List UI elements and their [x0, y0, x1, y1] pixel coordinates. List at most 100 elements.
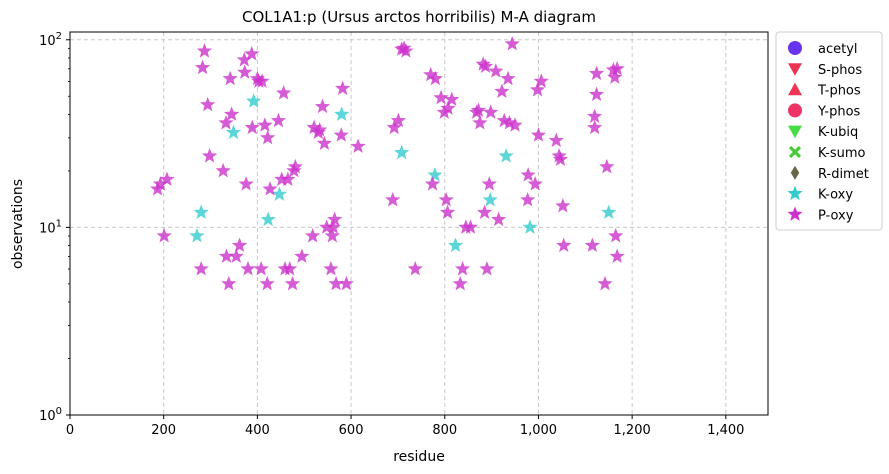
p-oxy-point — [470, 102, 487, 117]
y-tick-label: 102 — [39, 31, 62, 49]
p-oxy-point — [294, 248, 310, 263]
p-oxy-point — [597, 275, 613, 291]
k-oxy-point — [189, 227, 205, 243]
legend-label-s-phos: S-phos — [818, 63, 862, 78]
p-oxy-point — [316, 135, 332, 150]
plot-frame — [69, 31, 769, 416]
p-oxy-point — [494, 83, 510, 98]
p-oxy-point — [481, 176, 497, 191]
p-oxy-point — [335, 80, 351, 95]
p-oxy-point — [477, 58, 494, 73]
p-oxy-point — [488, 63, 504, 78]
p-oxy-point — [218, 115, 234, 130]
p-oxy-point — [159, 171, 175, 186]
p-oxy-point — [228, 248, 244, 263]
p-oxy-point — [607, 69, 623, 84]
x-axis-ticks: 0 200 400 600 800 1,000 1,200 1,400 — [66, 415, 744, 438]
p-oxy-point — [423, 66, 439, 82]
p-oxy-point — [287, 158, 303, 174]
plot-area — [70, 32, 768, 415]
p-oxy-point — [504, 35, 520, 51]
legend-marker-acetyl — [788, 41, 802, 55]
legend: acetyl S-phos T-phos Y-phos K-ubiq K-sumo R-di… — [775, 31, 883, 231]
p-oxy-point — [584, 237, 600, 253]
p-oxy-point — [200, 96, 216, 112]
k-oxy-point — [334, 106, 350, 121]
p-oxy-point — [398, 43, 414, 58]
p-oxy-point — [454, 261, 471, 276]
p-oxy-point — [152, 176, 169, 191]
p-oxy-point — [328, 275, 344, 291]
legend-marker-y-phos — [788, 103, 802, 118]
p-oxy-point — [312, 122, 328, 137]
p-oxy-point — [609, 248, 625, 263]
p-oxy-point — [527, 176, 543, 191]
p-oxy-point — [483, 104, 499, 119]
k-oxy-point — [447, 237, 464, 253]
x-tick-label: 1,200 — [614, 423, 651, 438]
legend-marker-r-dimet — [790, 165, 800, 180]
legend-marker-k-sumo — [789, 146, 801, 158]
p-oxy-point — [201, 148, 218, 163]
x-tick-label: 800 — [432, 423, 457, 438]
p-oxy-point — [231, 237, 248, 253]
p-oxy-point — [215, 162, 231, 178]
p-oxy-point — [507, 117, 523, 132]
y-tick-label: 100 — [39, 406, 62, 424]
p-oxy-point — [305, 227, 321, 243]
x-tick-label: 200 — [151, 423, 176, 438]
p-oxy-point — [280, 171, 296, 186]
legend-label-acetyl: acetyl — [818, 42, 858, 57]
p-oxy-point — [194, 59, 211, 75]
p-oxy-point — [520, 167, 536, 182]
p-oxy-point — [240, 261, 256, 276]
legend-label-p-oxy: P-oxy — [818, 208, 854, 223]
p-oxy-point — [407, 261, 423, 276]
p-oxy-point — [218, 248, 235, 263]
p-oxy-point — [552, 151, 569, 166]
k-oxy-point — [482, 191, 498, 207]
p-oxy-point — [476, 204, 493, 219]
y-tick-label: 101 — [39, 218, 62, 236]
k-oxy-point — [271, 186, 288, 201]
p-oxy-point — [390, 112, 406, 128]
p-oxy-point — [262, 181, 278, 196]
p-oxy-point — [433, 89, 449, 105]
legend-label-k-ubiq: K-ubiq — [818, 125, 858, 140]
legend-marker-s-phos — [788, 63, 802, 76]
p-oxy-point — [284, 275, 301, 291]
p-oxy-point — [462, 219, 479, 234]
legend-marker-t-phos — [788, 82, 802, 96]
x-tick-label: 1,000 — [520, 423, 557, 438]
p-oxy-point — [588, 86, 605, 102]
legend-label-y-phos: Y-phos — [817, 104, 861, 119]
p-oxy-point — [323, 261, 339, 276]
p-oxy-point — [472, 115, 488, 130]
p-oxy-point — [282, 261, 298, 276]
x-axis-title: residue — [393, 449, 445, 465]
p-oxy-point — [319, 219, 335, 234]
data-points — [149, 35, 625, 291]
p-oxy-point — [327, 211, 343, 227]
p-oxy-point — [588, 65, 605, 81]
k-oxy-point — [427, 167, 443, 182]
p-oxy-point — [221, 275, 237, 291]
p-oxy-point — [439, 204, 456, 219]
p-oxy-point — [438, 191, 454, 207]
p-oxy-point — [253, 261, 269, 276]
k-oxy-point — [193, 204, 209, 219]
legend-label-k-sumo: K-sumo — [818, 146, 866, 161]
x-tick-label: 600 — [339, 423, 364, 438]
legend-marker-p-oxy — [787, 206, 803, 221]
p-oxy-point — [548, 132, 564, 148]
p-oxy-point — [424, 176, 441, 191]
p-oxy-point — [325, 219, 341, 234]
p-oxy-point — [555, 198, 571, 213]
p-oxy-point — [254, 73, 270, 88]
legend-label-k-oxy: K-oxy — [818, 188, 853, 203]
k-oxy-point — [498, 148, 514, 163]
p-oxy-point — [193, 261, 209, 276]
y-axis-title: observations — [10, 179, 26, 269]
p-oxy-point — [533, 73, 549, 88]
